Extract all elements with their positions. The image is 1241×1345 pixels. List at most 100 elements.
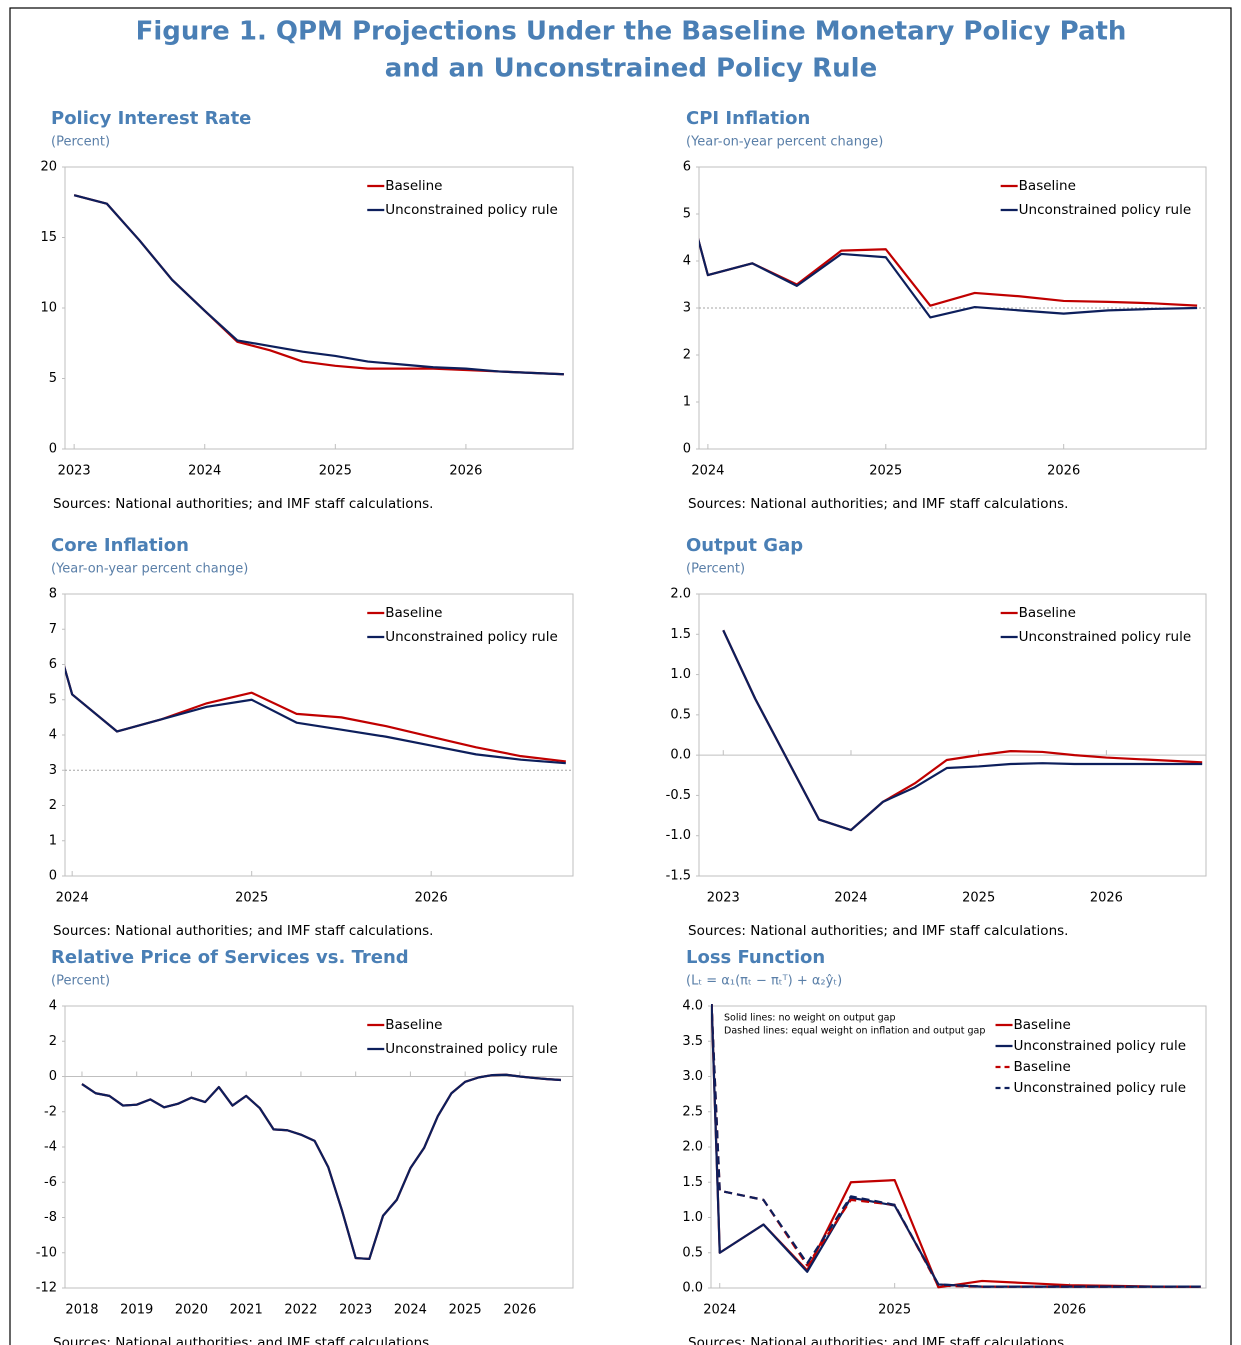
- x-tick-label: 2018: [65, 1303, 98, 1318]
- y-tick-label: 1.0: [670, 667, 691, 682]
- legend-label: Baseline: [1014, 1059, 1071, 1075]
- y-tick-label: 6: [683, 160, 691, 175]
- legend-label: Baseline: [1014, 1017, 1071, 1033]
- annotation: Solid lines: no weight on output gap: [724, 1013, 895, 1024]
- figure-title: Figure 1. QPM Projections Under the Base…: [136, 17, 1127, 47]
- y-tick-label: 1.0: [682, 1210, 703, 1225]
- series-line: [81, 1073, 562, 1261]
- x-tick-label: 2026: [449, 464, 482, 479]
- x-tick-label: 2024: [834, 891, 867, 906]
- chart-panel: Relative Price of Services vs. Trend (Per…: [36, 947, 574, 1345]
- chart-subtitle: (Percent): [51, 135, 110, 150]
- chart-panel: Policy Interest Rate (Percent) Sources: Na…: [40, 108, 574, 512]
- y-tick-label: 0: [49, 869, 57, 884]
- legend-label: Baseline: [1019, 178, 1076, 194]
- x-tick-label: 2022: [284, 1303, 317, 1318]
- chart-title: Core Inflation: [51, 535, 189, 556]
- series-line: [722, 629, 1203, 832]
- y-tick-label: -8: [44, 1210, 57, 1225]
- y-tick-label: -12: [36, 1281, 57, 1296]
- y-tick-label: -0.5: [666, 788, 691, 803]
- series-line: [711, 1004, 1201, 1288]
- y-tick-label: 5: [49, 692, 57, 707]
- chart-title: Output Gap: [686, 535, 803, 556]
- x-tick-label: 2025: [878, 1303, 911, 1318]
- y-tick-label: 10: [40, 301, 57, 316]
- legend-label: Baseline: [385, 1017, 442, 1033]
- legend-label: Baseline: [385, 605, 442, 621]
- y-tick-label: 0: [49, 442, 57, 457]
- chart-title: Relative Price of Services vs. Trend: [51, 947, 409, 968]
- y-tick-label: 3.5: [682, 1034, 703, 1049]
- series-line: [699, 237, 1198, 319]
- figure-title: and an Unconstrained Policy Rule: [385, 54, 877, 84]
- chart-subtitle: (Year-on-year percent change): [686, 135, 883, 150]
- y-tick-label: 7: [49, 622, 57, 637]
- y-tick-label: -2: [44, 1104, 57, 1119]
- legend-label: Unconstrained policy rule: [385, 629, 558, 645]
- y-tick-label: 2: [49, 1034, 57, 1049]
- x-tick-label: 2026: [1053, 1303, 1086, 1318]
- x-tick-label: 2024: [394, 1303, 427, 1318]
- x-tick-label: 2025: [449, 1303, 482, 1318]
- chart-title: CPI Inflation: [686, 108, 810, 129]
- chart-panel: Output Gap (Percent) Sources: National aut…: [666, 535, 1207, 939]
- x-tick-label: 2020: [175, 1303, 208, 1318]
- chart-subtitle: (Percent): [686, 562, 745, 577]
- series-line: [722, 629, 1203, 832]
- y-tick-label: 3: [683, 301, 691, 316]
- annotation: Dashed lines: equal weight on inflation …: [724, 1026, 985, 1037]
- y-tick-label: 4: [683, 254, 691, 269]
- legend-label: Unconstrained policy rule: [385, 202, 558, 218]
- series-line: [65, 665, 566, 765]
- x-tick-label: 2024: [703, 1303, 736, 1318]
- source-note: Sources: National authorities; and IMF s…: [688, 1335, 1068, 1345]
- chart-panel: Loss Function (Lₜ = α₁(πₜ − πₜᵀ) + α₂ŷₜ) S…: [682, 947, 1207, 1345]
- y-tick-label: 2.0: [682, 1140, 703, 1155]
- source-note: Sources: National authorities; and IMF s…: [53, 1335, 433, 1345]
- y-tick-label: -10: [36, 1245, 57, 1260]
- y-tick-label: 8: [49, 587, 57, 602]
- chart-panel: CPI Inflation (Year-on-year percent chang…: [683, 108, 1207, 512]
- x-tick-label: 2023: [339, 1303, 372, 1318]
- x-tick-label: 2026: [1090, 891, 1123, 906]
- y-tick-label: 3: [49, 763, 57, 778]
- legend-label: Unconstrained policy rule: [385, 1041, 558, 1057]
- x-tick-label: 2026: [1047, 464, 1080, 479]
- x-tick-label: 2023: [58, 464, 91, 479]
- y-tick-label: -1.5: [666, 869, 691, 884]
- y-tick-label: 0: [683, 442, 691, 457]
- series-line: [73, 194, 564, 376]
- source-note: Sources: National authorities; and IMF s…: [53, 923, 433, 939]
- y-tick-label: 4: [49, 999, 57, 1014]
- y-tick-label: 1.5: [682, 1175, 703, 1190]
- legend-label: Baseline: [385, 178, 442, 194]
- y-tick-label: 6: [49, 657, 57, 672]
- y-tick-label: 2.0: [670, 587, 691, 602]
- y-tick-label: 2: [49, 798, 57, 813]
- y-tick-label: 4.0: [682, 999, 703, 1014]
- x-tick-label: 2019: [120, 1303, 153, 1318]
- source-note: Sources: National authorities; and IMF s…: [688, 496, 1068, 512]
- y-tick-label: 20: [40, 160, 57, 175]
- x-tick-label: 2024: [188, 464, 221, 479]
- x-tick-label: 2024: [56, 891, 89, 906]
- source-note: Sources: National authorities; and IMF s…: [53, 496, 433, 512]
- legend-label: Unconstrained policy rule: [1019, 629, 1192, 645]
- x-tick-label: 2026: [415, 891, 448, 906]
- chart-title: Loss Function: [686, 947, 825, 968]
- y-tick-label: -6: [44, 1175, 57, 1190]
- x-tick-label: 2025: [869, 464, 902, 479]
- series-line: [711, 1004, 1201, 1288]
- y-tick-label: 0: [49, 1069, 57, 1084]
- y-tick-label: 0.0: [682, 1281, 703, 1296]
- y-tick-label: -1.0: [666, 828, 691, 843]
- legend-label: Baseline: [1019, 605, 1076, 621]
- x-tick-label: 2026: [503, 1303, 536, 1318]
- frame: [9, 7, 1232, 1345]
- y-tick-label: 0.0: [670, 748, 691, 763]
- source-note: Sources: National authorities; and IMF s…: [688, 923, 1068, 939]
- chart-subtitle: (Year-on-year percent change): [51, 562, 248, 577]
